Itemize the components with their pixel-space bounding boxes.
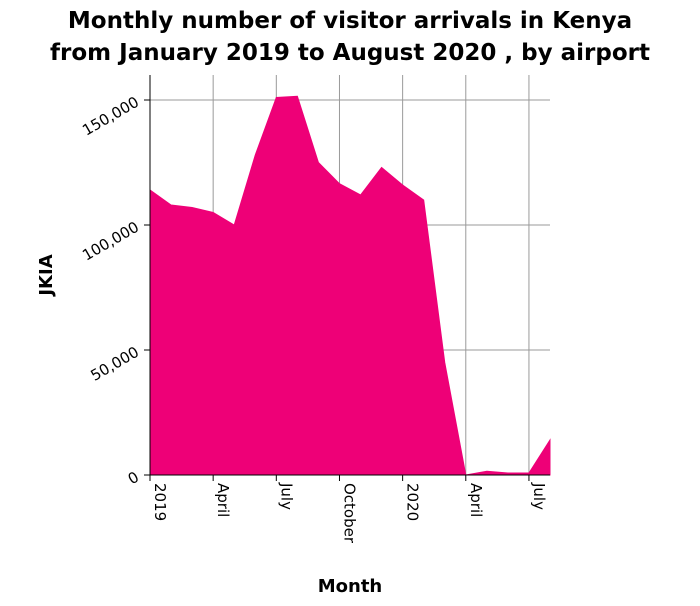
chart-title-line-2: from January 2019 to August 2020 , by ai…	[50, 40, 650, 66]
x-tick-label: 2019	[151, 483, 169, 521]
x-tick-label: October	[340, 483, 358, 544]
y-tick-label: 50,000	[88, 343, 142, 385]
x-tick-label: April	[467, 483, 485, 517]
chart-title-line-1: Monthly number of visitor arrivals in Ke…	[68, 8, 632, 34]
y-tick-label: 0	[125, 468, 142, 488]
y-tick-label: 100,000	[79, 218, 142, 265]
x-tick-label: July	[530, 482, 548, 510]
x-axis-label: Month	[318, 576, 383, 597]
data-area	[149, 95, 551, 476]
x-tick-label: April	[214, 483, 232, 517]
y-tick-label: 150,000	[79, 93, 142, 140]
x-tick-label: 2020	[404, 483, 422, 521]
y-axis-label: JKIA	[36, 254, 57, 297]
x-tick-label: July	[277, 482, 295, 510]
